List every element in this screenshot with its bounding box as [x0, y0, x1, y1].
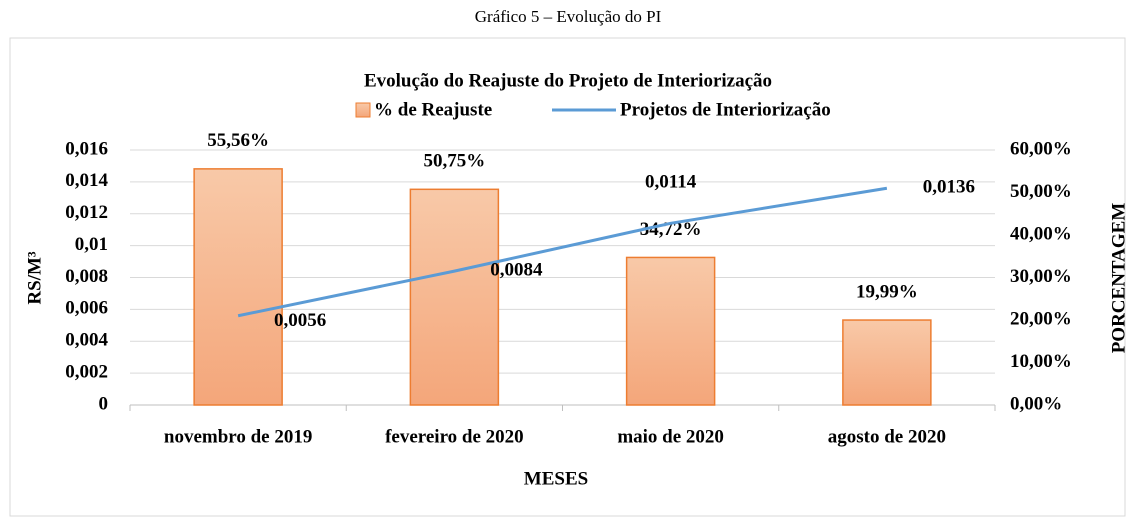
x-tick-label: fevereiro de 2020	[385, 426, 524, 447]
x-tick-label: novembro de 2019	[164, 426, 312, 447]
y-tick-label: 0,014	[65, 170, 108, 191]
y2-tick-label: 10,00%	[1010, 351, 1072, 372]
line-value-label: 0,0114	[645, 172, 697, 193]
x-tick-label: maio de 2020	[617, 426, 724, 447]
y-axis-label: RS/M³	[24, 251, 45, 305]
line-value-label: 0,0136	[923, 177, 975, 198]
x-axis-label: MESES	[524, 468, 588, 489]
legend-swatch	[355, 102, 371, 118]
y2-tick-label: 50,00%	[1010, 181, 1072, 202]
bar-value-label: 55,56%	[207, 130, 269, 151]
y2-tick-label: 60,00%	[1010, 138, 1072, 159]
legend-label: Projetos de Interiorização	[620, 99, 831, 120]
chart-frame	[9, 37, 1126, 517]
bar-value-label: 50,75%	[424, 151, 486, 172]
y2-tick-label: 40,00%	[1010, 223, 1072, 244]
y-tick-label: 0,016	[65, 138, 108, 159]
y-tick-label: 0	[99, 393, 109, 414]
y-tick-label: 0,002	[65, 361, 108, 382]
y2-axis-label: PORCENTAGEM	[1108, 203, 1129, 354]
line-value-label: 0,0084	[490, 259, 543, 280]
bar	[842, 319, 932, 406]
bar	[193, 168, 283, 406]
y2-tick-label: 0,00%	[1010, 393, 1062, 414]
chart-title: Evolução do Reajuste do Projeto de Inter…	[364, 70, 772, 91]
bar-value-label: 19,99%	[856, 281, 918, 302]
y-tick-label: 0,004	[65, 330, 108, 351]
bar	[625, 256, 716, 406]
y-tick-label: 0,012	[65, 202, 108, 223]
legend-label: % de Reajuste	[374, 99, 492, 120]
caption: Gráfico 5 – Evolução do PI	[475, 7, 662, 26]
y2-tick-label: 30,00%	[1010, 266, 1072, 287]
bar-value-label: 34,72%	[640, 219, 702, 240]
x-tick-label: agosto de 2020	[828, 426, 946, 447]
bar	[409, 188, 500, 406]
y-tick-label: 0,006	[65, 298, 108, 319]
line-value-label: 0,0056	[274, 310, 326, 331]
y-tick-label: 0,008	[65, 266, 108, 287]
y2-tick-label: 20,00%	[1010, 308, 1072, 329]
line	[237, 186, 888, 318]
y-tick-label: 0,01	[75, 234, 108, 255]
